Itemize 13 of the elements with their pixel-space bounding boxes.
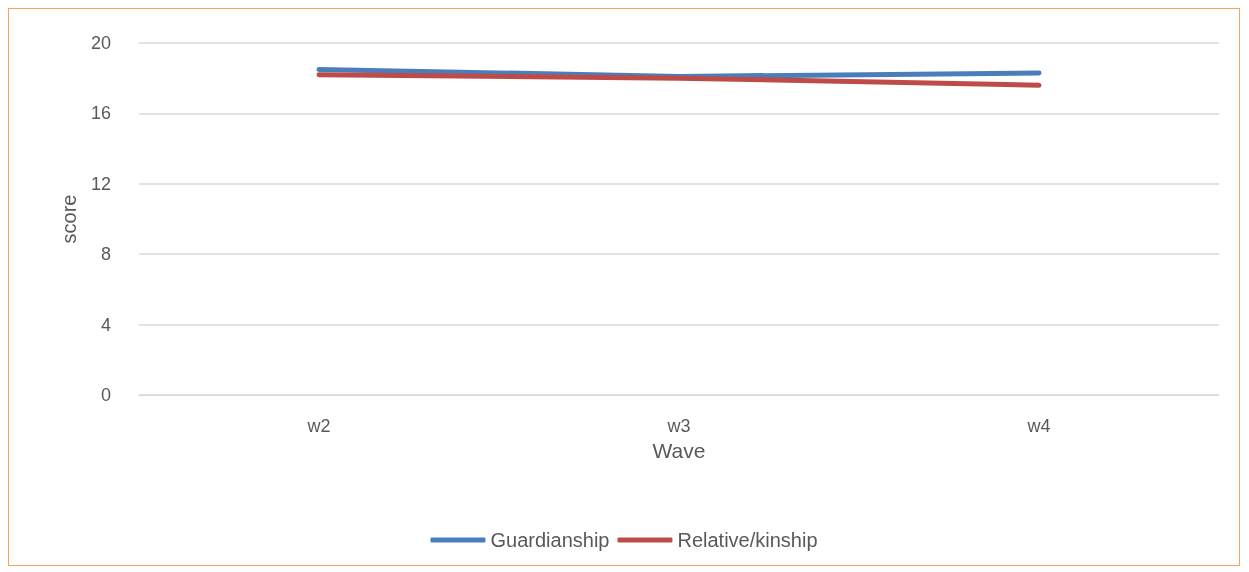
- y-tick-label: 8: [100, 244, 111, 265]
- legend-label: Relative/kinship: [677, 529, 818, 551]
- y-tick-label: 16: [90, 103, 111, 124]
- legend-label: Guardianship: [490, 529, 610, 551]
- x-axis-title: Wave: [652, 439, 706, 462]
- x-tick-label: w3: [666, 416, 691, 436]
- x-tick-label: w2: [306, 416, 331, 436]
- y-tick-label: 0: [100, 385, 111, 405]
- y-axis-title: score: [58, 194, 80, 244]
- y-tick-label: 4: [100, 314, 111, 335]
- x-tick-label: w4: [1026, 416, 1051, 436]
- y-tick-label: 12: [90, 173, 111, 194]
- y-tick-label: 20: [90, 33, 111, 53]
